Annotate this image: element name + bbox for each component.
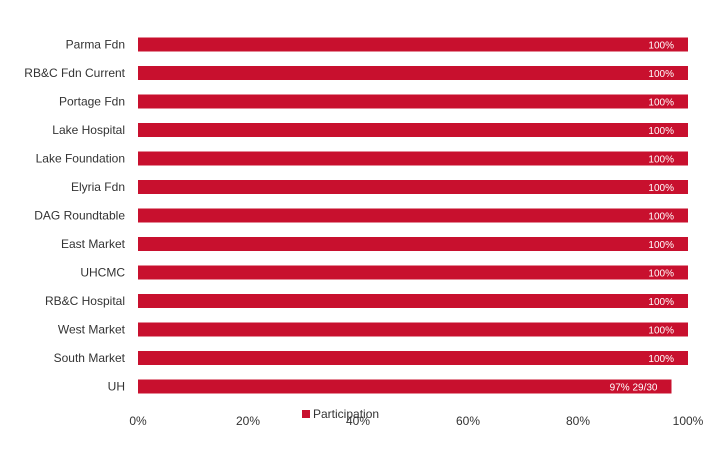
bar-2 bbox=[138, 94, 688, 109]
data-label-1: 100% bbox=[648, 69, 674, 80]
bar-12 bbox=[138, 379, 672, 394]
bar-4 bbox=[138, 151, 688, 166]
category-label-6: DAG Roundtable bbox=[34, 209, 125, 223]
legend-label-participation: Participation bbox=[313, 407, 379, 421]
data-label-8: 100% bbox=[648, 269, 674, 280]
data-label-4: 100% bbox=[648, 155, 674, 166]
category-label-3: Lake Hospital bbox=[52, 123, 125, 137]
category-label-10: West Market bbox=[58, 323, 126, 337]
bar-9 bbox=[138, 294, 688, 308]
x-tick-label-0: 0% bbox=[129, 414, 147, 428]
category-label-7: East Market bbox=[61, 237, 126, 251]
data-label-5: 100% bbox=[648, 183, 674, 194]
data-label-3: 100% bbox=[648, 126, 674, 137]
data-label-2: 100% bbox=[648, 98, 674, 109]
bar-8 bbox=[138, 265, 688, 280]
category-label-1: RB&C Fdn Current bbox=[24, 66, 125, 80]
data-label-7: 100% bbox=[648, 240, 674, 251]
legend-swatch bbox=[302, 410, 310, 418]
bar-6 bbox=[138, 208, 688, 223]
bar-1 bbox=[138, 66, 688, 80]
data-label-0: 100% bbox=[648, 41, 674, 52]
data-label-10: 100% bbox=[648, 326, 674, 337]
x-tick-label-4: 80% bbox=[566, 414, 590, 428]
legend: Participation bbox=[302, 407, 379, 421]
category-label-11: South Market bbox=[54, 351, 126, 365]
x-tick-label-3: 60% bbox=[456, 414, 480, 428]
category-label-8: UHCMC bbox=[80, 266, 125, 280]
bar-7 bbox=[138, 237, 688, 251]
category-label-9: RB&C Hospital bbox=[45, 294, 125, 308]
x-axis-ticks: 0% 20% 40% 60% 80% 100% bbox=[129, 414, 703, 428]
bar-0 bbox=[138, 37, 688, 52]
bar-5 bbox=[138, 180, 688, 194]
data-label-12: 97% 29/30 bbox=[610, 383, 658, 394]
bar-3 bbox=[138, 123, 688, 137]
bars-layer bbox=[138, 37, 688, 394]
bar-11 bbox=[138, 351, 688, 365]
category-label-2: Portage Fdn bbox=[59, 95, 125, 109]
x-tick-label-1: 20% bbox=[236, 414, 260, 428]
category-label-4: Lake Foundation bbox=[36, 152, 125, 166]
data-label-11: 100% bbox=[648, 354, 674, 365]
data-labels: 100% 100% 100% 100% 100% 100% 100% 100% 100% 100%… bbox=[610, 41, 674, 394]
category-labels: Parma Fdn RB&C Fdn Current Portage Fdn Lake… bbox=[24, 38, 125, 394]
x-tick-label-5: 100% bbox=[673, 414, 704, 428]
data-label-9: 100% bbox=[648, 297, 674, 308]
bar-10 bbox=[138, 322, 688, 337]
x-tick-label-2: 40% bbox=[346, 414, 370, 428]
category-label-12: UH bbox=[108, 380, 125, 394]
category-label-5: Elyria Fdn bbox=[71, 180, 125, 194]
data-label-6: 100% bbox=[648, 212, 674, 223]
category-label-0: Parma Fdn bbox=[66, 38, 125, 52]
